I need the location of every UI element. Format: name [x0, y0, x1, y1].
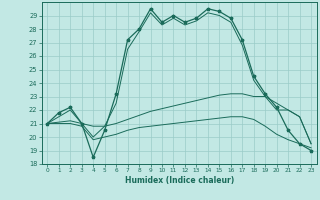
X-axis label: Humidex (Indice chaleur): Humidex (Indice chaleur) — [124, 176, 234, 185]
